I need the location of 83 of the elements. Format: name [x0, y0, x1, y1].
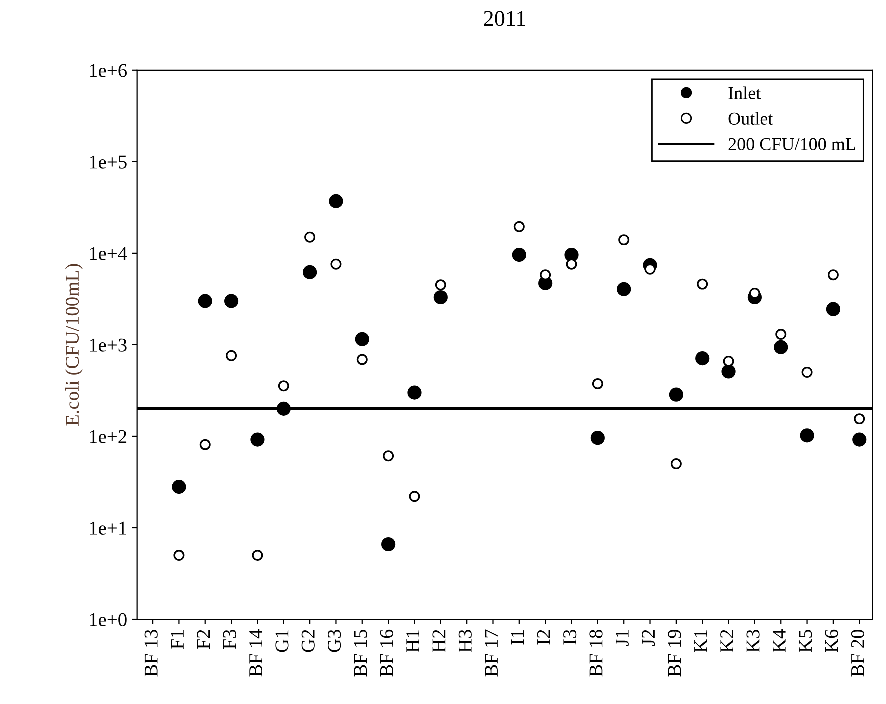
- point: [355, 332, 370, 346]
- x-tick-label: G3: [328, 630, 342, 652]
- point: [854, 414, 866, 425]
- point: [749, 288, 760, 299]
- y-axis-title: E.coli (CFU/100mL): [65, 264, 84, 426]
- x-tick-label: K2: [720, 630, 734, 652]
- point: [828, 270, 839, 281]
- point: [250, 432, 265, 447]
- x-tick-label: BF 20: [851, 630, 864, 677]
- point: [382, 537, 396, 552]
- y-tick-label: 1e+3: [90, 338, 127, 352]
- point: [514, 221, 525, 232]
- x-tick-label: K5: [799, 630, 812, 652]
- point: [200, 439, 211, 450]
- point: [224, 294, 239, 308]
- point: [802, 367, 813, 378]
- point: [329, 194, 344, 208]
- point: [409, 491, 420, 502]
- point: [697, 278, 708, 290]
- point: [826, 302, 840, 316]
- x-tick-label: BF 15: [354, 630, 368, 677]
- x-tick-label: I1: [511, 630, 524, 645]
- point: [618, 234, 630, 246]
- point: [330, 258, 342, 270]
- point: [276, 402, 291, 416]
- point: [383, 450, 394, 462]
- point: [174, 550, 185, 562]
- x-tick-label: K1: [694, 630, 708, 652]
- point: [278, 380, 290, 392]
- point: [696, 352, 710, 366]
- point: [722, 364, 736, 379]
- point: [592, 378, 604, 390]
- x-tick-label: BF 19: [668, 630, 682, 677]
- x-tick-label: BF 14: [250, 630, 262, 677]
- x-tick-label: H3: [458, 630, 472, 652]
- point: [669, 388, 684, 402]
- point: [670, 458, 682, 470]
- point: [303, 265, 318, 280]
- x-tick-label: H1: [406, 630, 420, 652]
- point: [776, 329, 787, 340]
- point: [723, 356, 734, 367]
- x-tick-label: J1: [616, 630, 629, 646]
- y-tick-label: 1e+5: [90, 156, 127, 169]
- point: [434, 290, 448, 305]
- x-tick-label: G2: [302, 630, 315, 652]
- x-tick-label: BF 13: [144, 630, 158, 677]
- x-tick-label: K4: [772, 630, 786, 652]
- point: [435, 280, 446, 291]
- x-tick-label: J2: [642, 630, 656, 646]
- x-tick-label: BF 16: [380, 630, 394, 677]
- legend-label: Inlet: [728, 86, 762, 100]
- point: [172, 480, 186, 494]
- point: [617, 282, 632, 296]
- point: [356, 354, 368, 366]
- legend-label: 200 CFU/100 mL: [728, 138, 856, 150]
- point: [304, 232, 316, 243]
- point: [512, 248, 526, 262]
- y-tick-label: 1e+1: [90, 522, 126, 535]
- x-tick-label: I3: [564, 630, 577, 645]
- y-tick-label: 1e+0: [90, 613, 127, 626]
- point: [198, 294, 212, 308]
- x-tick-label: I2: [537, 630, 550, 645]
- y-tick-label: 1e+4: [90, 247, 128, 260]
- y-tick-label: 1e+2: [90, 430, 127, 444]
- x-tick-label: BF 17: [485, 630, 498, 677]
- point: [800, 428, 814, 443]
- point: [226, 350, 238, 362]
- point: [408, 386, 422, 400]
- x-tick-label: H2: [432, 630, 446, 652]
- point: [590, 431, 605, 446]
- x-tick-label: G1: [276, 630, 289, 652]
- y-tick-label: 1e+6: [90, 64, 128, 78]
- x-tick-label: K3: [746, 630, 760, 652]
- x-tick-label: F1: [171, 630, 184, 650]
- point: [852, 432, 867, 447]
- x-tick-label: BF 18: [590, 630, 603, 677]
- x-tick-label: K6: [825, 630, 838, 652]
- x-tick-label: F3: [223, 630, 236, 650]
- legend-label: Outlet: [728, 112, 774, 125]
- point: [774, 340, 788, 354]
- x-tick-label: F2: [197, 630, 210, 650]
- point: [252, 550, 264, 562]
- chart-title: 2011: [484, 11, 526, 26]
